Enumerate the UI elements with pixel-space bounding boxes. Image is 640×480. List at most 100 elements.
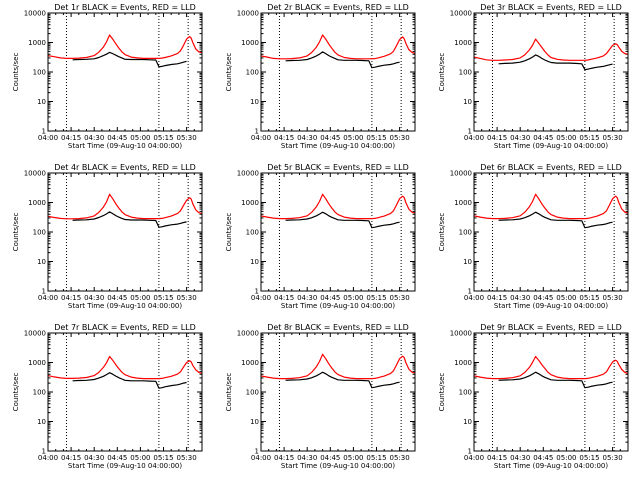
panel-det-2: Det 2r BLACK = Events, RED = LLD 1 10 100 10… xyxy=(225,3,416,150)
y-tick-label: 10 xyxy=(463,258,472,266)
lld-series-line xyxy=(260,353,416,380)
events-series-line xyxy=(498,211,613,229)
x-tick-label: 04:45 xyxy=(533,454,553,462)
y-tick-label: 1 xyxy=(42,448,46,456)
y-tick-label: 10000 xyxy=(237,170,259,178)
x-tick-label: 05:15 xyxy=(153,294,173,302)
plot-frame xyxy=(473,332,629,452)
x-axis-label: Start Time (09-Aug-10 04:00:00) xyxy=(68,142,182,150)
panel-title: Det 3r BLACK = Events, RED = LLD xyxy=(480,3,622,12)
y-axis-label: Counts/sec xyxy=(12,53,20,92)
lld-series-line xyxy=(473,355,629,380)
y-tick-label: 10000 xyxy=(237,10,259,18)
x-tick-label: 04:30 xyxy=(510,454,530,462)
lld-series-line xyxy=(47,355,203,380)
events-series-line xyxy=(72,372,187,389)
y-tick-label: 10 xyxy=(250,418,259,426)
x-tick-label: 05:15 xyxy=(366,294,386,302)
x-axis-label: Start Time (09-Aug-10 04:00:00) xyxy=(281,302,395,310)
x-tick-label: 05:30 xyxy=(177,454,197,462)
plot-frame xyxy=(260,332,416,452)
y-tick-label: 1 xyxy=(42,288,46,296)
x-tick-label: 05:00 xyxy=(343,134,363,142)
y-tick-label: 100 xyxy=(246,389,259,397)
plot-frame xyxy=(47,12,203,132)
y-tick-label: 100 xyxy=(459,229,472,237)
panel-title: Det 9r BLACK = Events, RED = LLD xyxy=(480,323,622,332)
events-series-line xyxy=(72,211,187,228)
x-tick-label: 04:00 xyxy=(464,294,484,302)
y-tick-label: 100 xyxy=(459,69,472,77)
panel-title: Det 7r BLACK = Events, RED = LLD xyxy=(54,323,196,332)
x-tick-label: 05:30 xyxy=(603,134,623,142)
panel-title: Det 2r BLACK = Events, RED = LLD xyxy=(267,3,409,12)
x-axis-label: Start Time (09-Aug-10 04:00:00) xyxy=(281,142,395,150)
y-axis-label: Counts/sec xyxy=(12,373,20,412)
x-tick-label: 04:45 xyxy=(107,294,127,302)
x-tick-label: 05:15 xyxy=(366,134,386,142)
panel-det-8: Det 8r BLACK = Events, RED = LLD 1 10 100 10… xyxy=(225,323,416,470)
y-tick-label: 100 xyxy=(246,229,259,237)
x-tick-label: 05:30 xyxy=(177,294,197,302)
lld-series-line xyxy=(260,34,416,60)
x-tick-label: 04:00 xyxy=(251,134,271,142)
y-tick-label: 1000 xyxy=(28,199,46,207)
lld-series-line xyxy=(260,193,416,220)
y-tick-label: 1 xyxy=(468,448,472,456)
x-tick-label: 04:30 xyxy=(84,454,104,462)
x-tick-label: 05:00 xyxy=(130,454,150,462)
y-axis-label: Counts/sec xyxy=(225,213,233,252)
y-tick-label: 10000 xyxy=(24,330,46,338)
x-tick-label: 05:30 xyxy=(603,454,623,462)
x-axis-label: Start Time (09-Aug-10 04:00:00) xyxy=(68,462,182,470)
events-series-line xyxy=(285,371,400,389)
x-axis-label: Start Time (09-Aug-10 04:00:00) xyxy=(494,462,608,470)
x-axis-label: Start Time (09-Aug-10 04:00:00) xyxy=(281,462,395,470)
y-tick-label: 10 xyxy=(37,258,46,266)
panel-title: Det 1r BLACK = Events, RED = LLD xyxy=(54,3,196,12)
panel-title: Det 4r BLACK = Events, RED = LLD xyxy=(54,163,196,172)
y-tick-label: 10000 xyxy=(450,330,472,338)
y-tick-label: 10 xyxy=(37,418,46,426)
x-tick-label: 04:15 xyxy=(274,294,294,302)
x-tick-label: 05:00 xyxy=(556,454,576,462)
y-axis-label: Counts/sec xyxy=(225,53,233,92)
y-tick-label: 10000 xyxy=(237,330,259,338)
y-tick-label: 1 xyxy=(468,288,472,296)
x-tick-label: 04:00 xyxy=(251,294,271,302)
x-axis-label: Start Time (09-Aug-10 04:00:00) xyxy=(494,142,608,150)
lld-series-line xyxy=(473,38,629,61)
x-tick-label: 05:15 xyxy=(153,454,173,462)
panel-det-9: Det 9r BLACK = Events, RED = LLD 1 10 100 10… xyxy=(438,323,629,470)
x-tick-label: 04:15 xyxy=(487,454,507,462)
y-tick-label: 1000 xyxy=(241,199,259,207)
y-tick-label: 10 xyxy=(250,98,259,106)
lld-series-line xyxy=(47,193,203,220)
x-tick-label: 05:00 xyxy=(343,294,363,302)
x-tick-label: 05:00 xyxy=(130,134,150,142)
x-tick-label: 04:30 xyxy=(297,454,317,462)
y-tick-label: 1 xyxy=(42,128,46,136)
plot-frame xyxy=(47,172,203,292)
y-tick-label: 100 xyxy=(459,389,472,397)
x-tick-label: 04:45 xyxy=(320,294,340,302)
y-tick-label: 1 xyxy=(255,448,259,456)
panel-title: Det 6r BLACK = Events, RED = LLD xyxy=(480,163,622,172)
x-tick-label: 04:45 xyxy=(533,294,553,302)
y-tick-label: 1000 xyxy=(241,359,259,367)
y-tick-label: 10000 xyxy=(24,170,46,178)
y-tick-label: 1000 xyxy=(454,359,472,367)
panel-title: Det 5r BLACK = Events, RED = LLD xyxy=(267,163,409,172)
x-tick-label: 04:45 xyxy=(533,134,553,142)
x-tick-label: 05:00 xyxy=(130,294,150,302)
plot-frame xyxy=(47,332,203,452)
x-tick-label: 04:00 xyxy=(251,454,271,462)
x-tick-label: 05:15 xyxy=(366,454,386,462)
y-tick-label: 10000 xyxy=(24,10,46,18)
y-tick-label: 100 xyxy=(33,229,46,237)
panel-det-4: Det 4r BLACK = Events, RED = LLD 1 10 100 10… xyxy=(12,163,203,310)
y-axis-label: Counts/sec xyxy=(225,373,233,412)
panel-det-7: Det 7r BLACK = Events, RED = LLD 1 10 100 10… xyxy=(12,323,203,470)
y-tick-label: 100 xyxy=(33,389,46,397)
